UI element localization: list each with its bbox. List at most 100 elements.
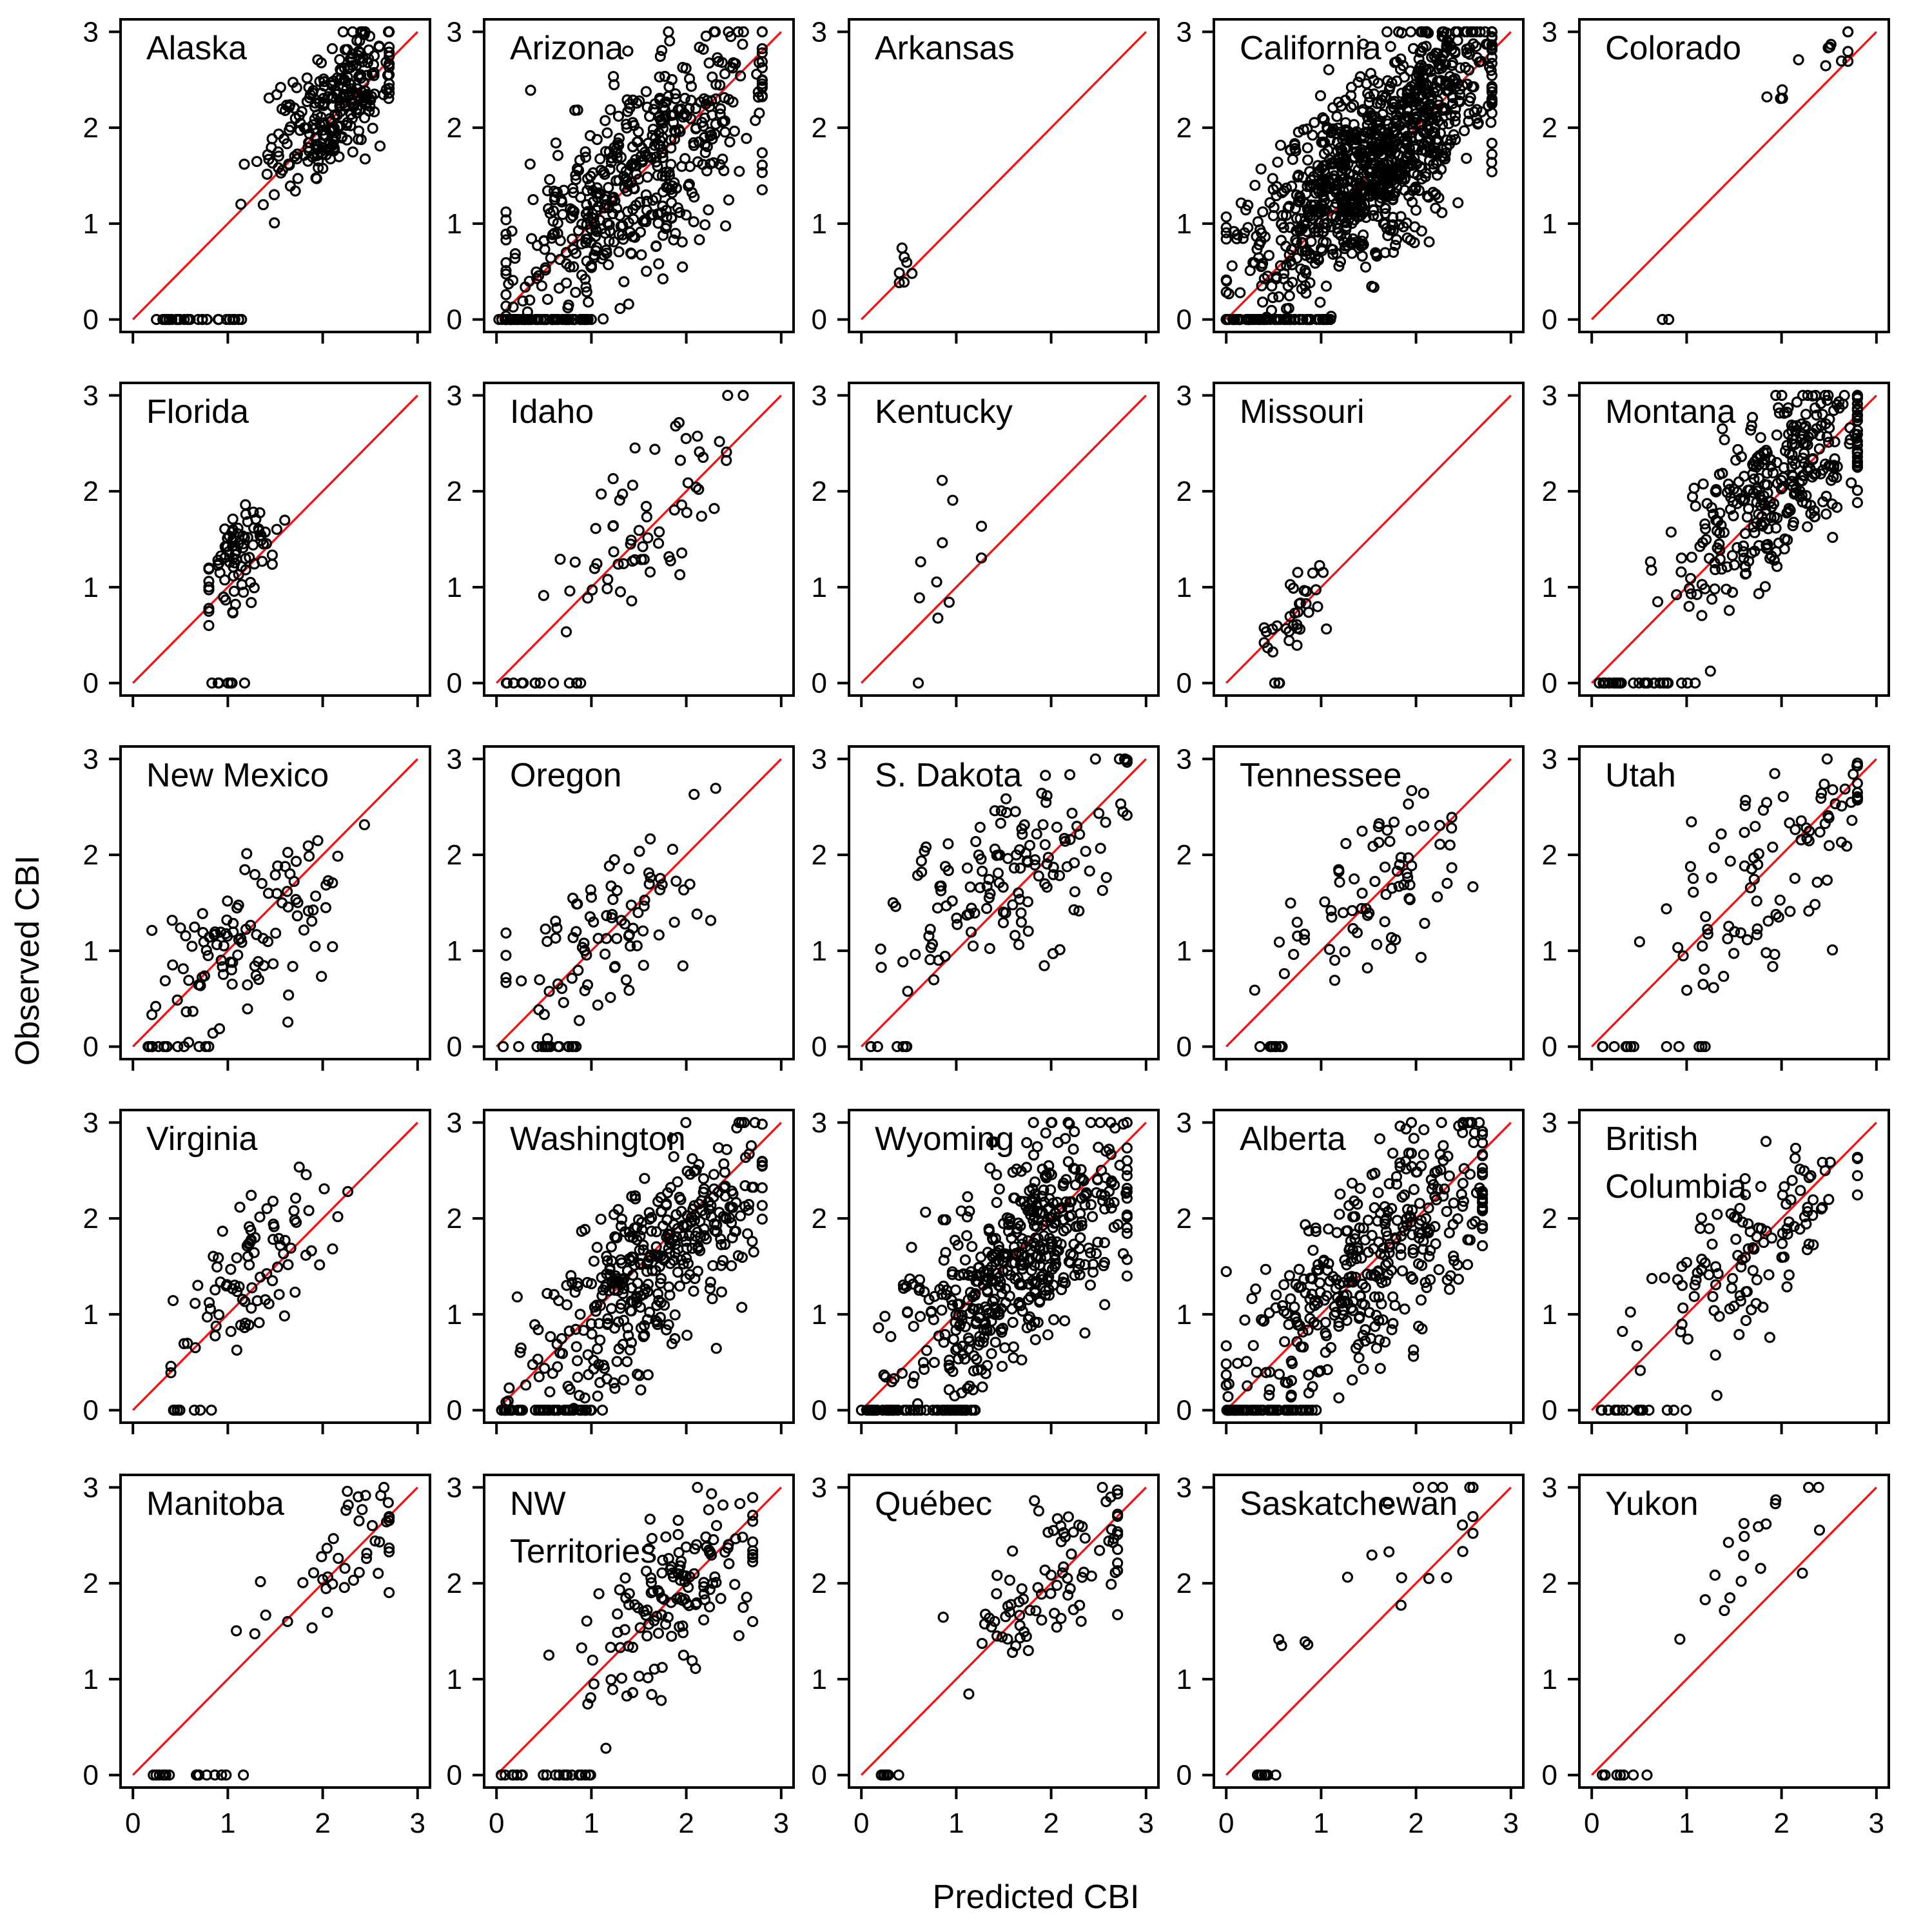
data-point [706,129,717,141]
data-point [500,289,512,300]
data-point [1329,955,1341,966]
data-point [1486,39,1498,51]
data-point [610,143,622,155]
data-point [1059,1315,1071,1327]
data-point [734,166,745,177]
data-point [915,855,927,867]
data-point-zero [493,314,505,326]
data-point [1368,88,1380,100]
data-point [572,898,583,910]
data-point-zero [226,677,238,689]
data-point [1220,211,1232,223]
data-point [590,224,601,235]
data-point [1447,75,1459,86]
data-point [1706,502,1717,514]
data-point [246,1302,257,1314]
one-to-one-line [132,1122,419,1411]
data-point [1340,117,1351,128]
data-point [1708,842,1720,853]
data-point [327,1243,338,1255]
data-point [189,921,200,933]
data-point [627,480,639,491]
data-point [1468,1136,1479,1148]
data-point [1039,960,1050,971]
data-point [639,214,650,226]
data-point [1699,963,1710,975]
data-point [1836,800,1848,812]
data-point [1688,482,1700,494]
data-point [1851,757,1863,769]
data-point [1761,444,1772,456]
data-point [1769,948,1781,960]
data-point [640,86,652,97]
data-point [558,997,569,1008]
data-point-zero [569,314,581,326]
data-point [166,915,178,926]
data-point [1831,502,1843,513]
data-point [314,1259,326,1271]
data-point [1008,1352,1019,1363]
data-point [725,31,737,43]
data-point [1793,54,1804,66]
panel-frame [119,745,431,1060]
data-point [228,561,239,573]
data-point [587,196,599,208]
data-point [1405,825,1417,837]
data-point [203,619,215,631]
data-point [517,295,529,307]
data-point [920,1206,932,1218]
data-point [1721,561,1733,572]
y-tick-label: 0 [447,1395,462,1427]
data-point [257,199,269,211]
data-point [549,191,561,203]
data-point [1827,784,1839,795]
data-point [536,280,548,292]
data-point-zero [519,314,531,326]
data-point [1721,487,1733,498]
data-point [226,979,238,990]
data-point [1399,71,1410,83]
data-point [1258,637,1270,648]
data-point [614,302,626,315]
data-point [353,46,365,57]
data-point [1051,821,1063,833]
data-point [704,1283,716,1294]
data-point [261,1203,273,1214]
data-point [1329,975,1341,986]
data-point [1300,280,1311,291]
data-point [269,217,280,229]
data-point [1389,147,1401,159]
data-point [227,540,239,552]
data-point [1387,1318,1399,1329]
data-point [1405,118,1417,130]
data-point [561,258,572,269]
data-point [1745,424,1757,436]
data-point-zero [1234,314,1245,326]
data-point [1783,1269,1795,1281]
data-point [289,1286,301,1298]
data-point [657,200,668,212]
data-point [552,978,564,990]
data-point [756,75,768,86]
data-point [203,603,215,614]
data-point [625,248,638,260]
data-point [1327,210,1338,222]
data-point [146,924,158,936]
data-point [1709,583,1721,595]
data-point [1362,1214,1374,1226]
data-point [1285,1293,1296,1305]
data-point [1708,1305,1720,1316]
data-point [975,520,988,532]
data-point [643,867,655,879]
data-point [629,442,641,454]
data-point [1661,903,1672,915]
data-point [354,35,366,46]
data-point [567,210,579,222]
data-point [1773,402,1784,414]
data-point [1773,911,1784,923]
data-point [347,146,358,158]
data-point [268,958,279,970]
data-point [1288,948,1300,960]
data-point [302,142,314,153]
